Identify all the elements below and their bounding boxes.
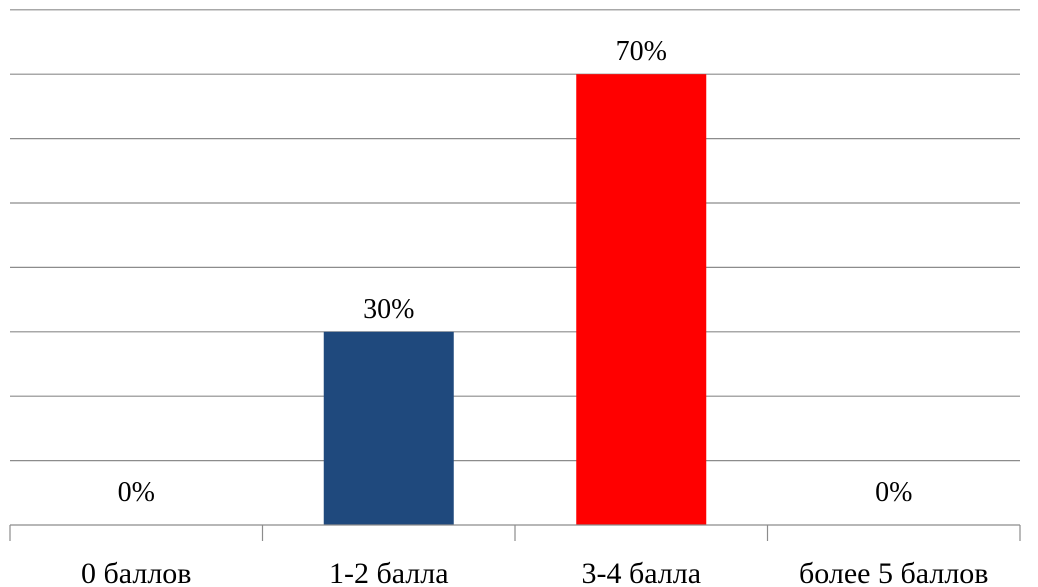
bar (576, 74, 707, 525)
data-labels: 0% 30% 70% 0% (118, 36, 913, 508)
x-tick-label: 0 баллов (81, 557, 191, 587)
data-label: 30% (363, 294, 414, 325)
data-label: 0% (118, 477, 155, 508)
x-tick-label: 3-4 балла (581, 557, 701, 587)
gridlines (10, 9, 1020, 462)
x-tick-label: более 5 баллов (799, 557, 988, 587)
x-tick-label: 1-2 балла (329, 557, 449, 587)
bar (323, 331, 454, 525)
data-label: 0% (875, 477, 912, 508)
x-tick-labels: 0 баллов 1-2 балла 3-4 балла более 5 баллов (81, 557, 988, 587)
bars (323, 74, 707, 525)
x-axis (9, 524, 1021, 541)
data-label: 70% (616, 36, 667, 67)
